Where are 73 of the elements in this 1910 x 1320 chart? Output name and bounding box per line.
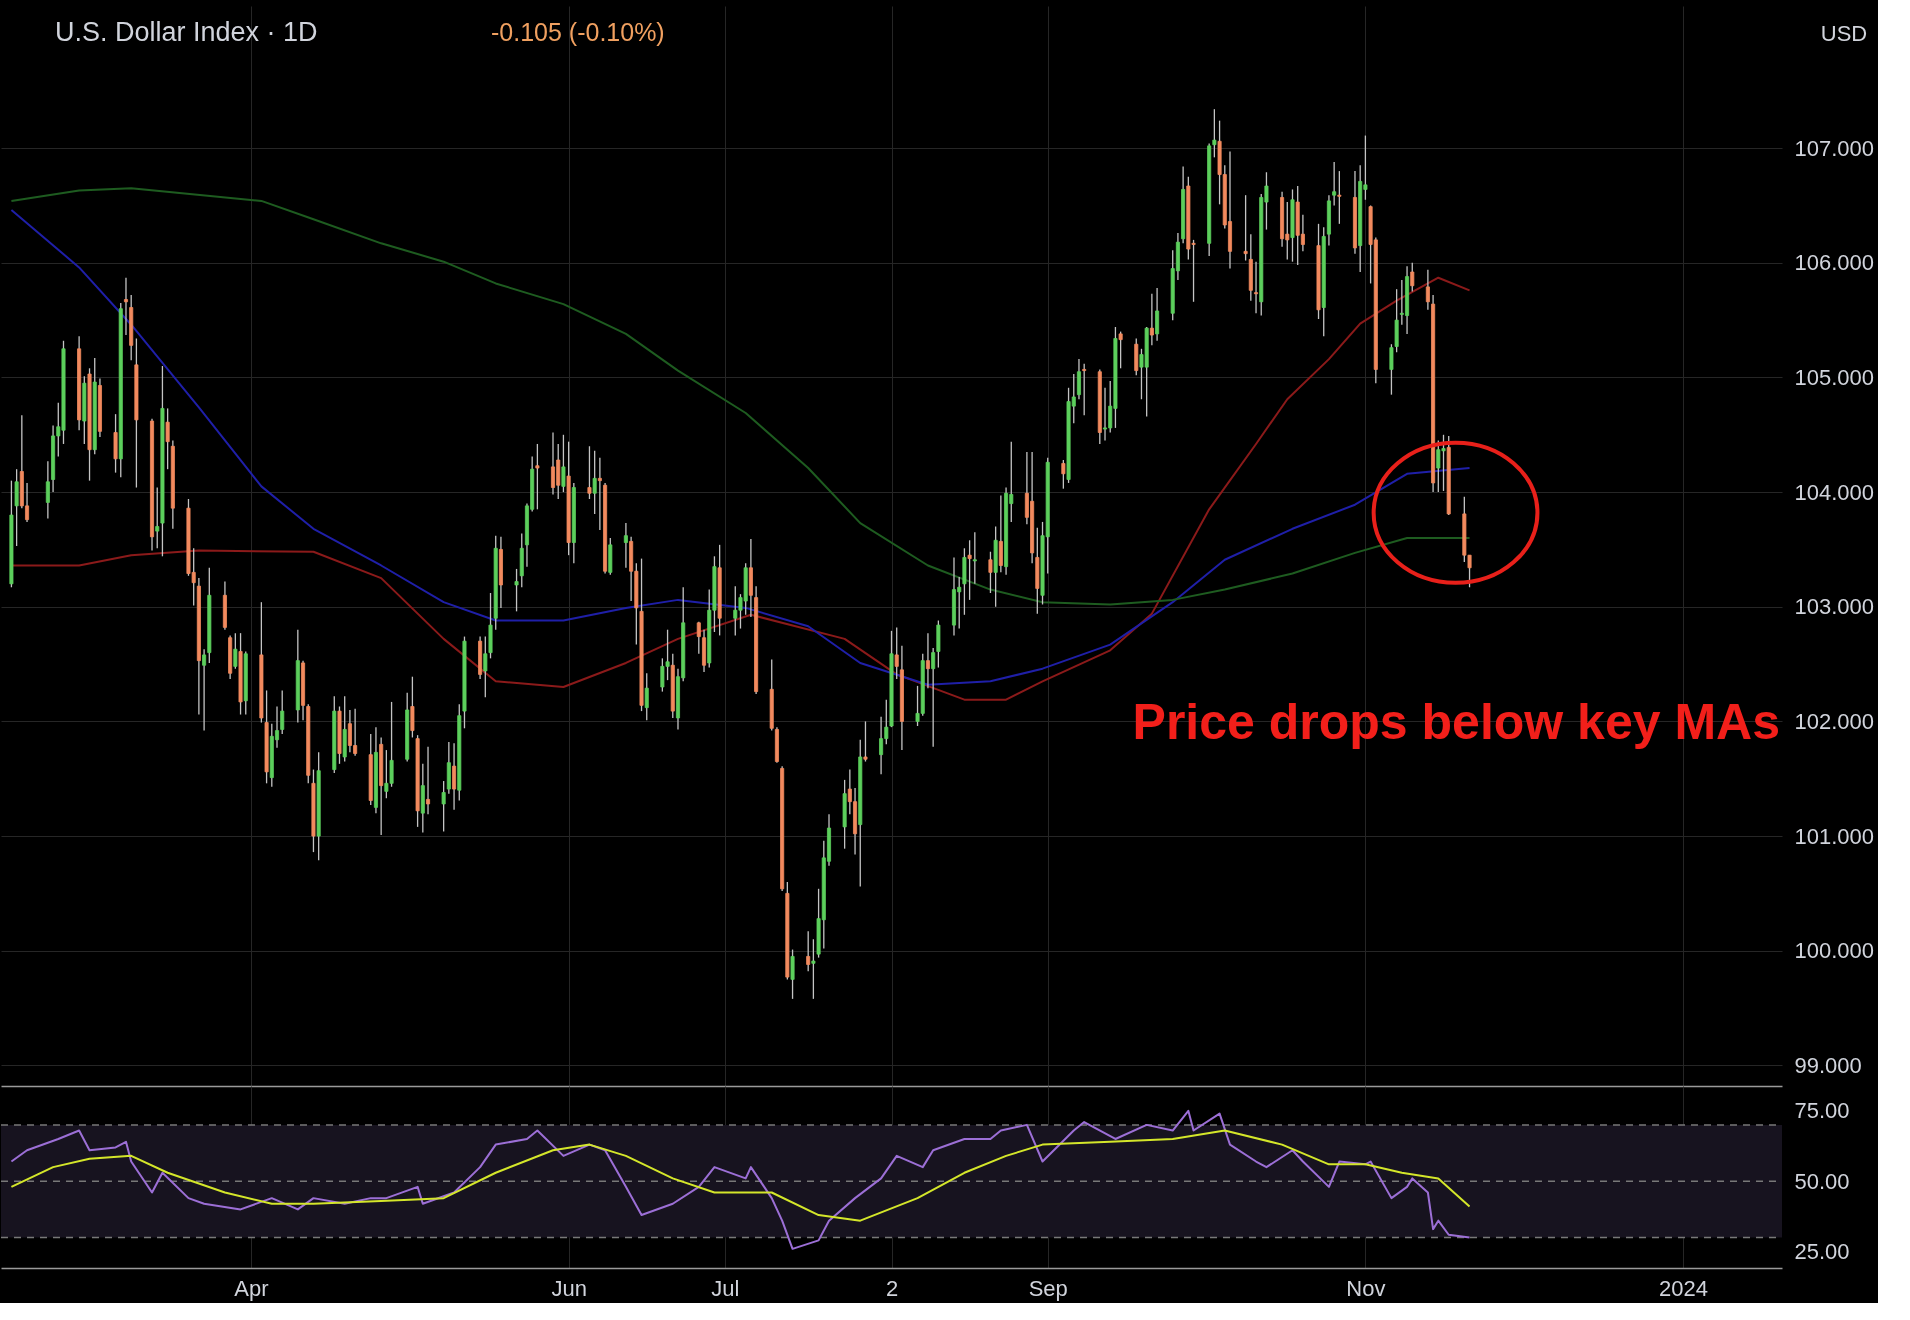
candlestick [967,539,972,601]
x-tick-label: Apr [234,1275,269,1301]
text: USD [1820,21,1868,46]
candlestick [155,486,160,549]
candlestick [972,531,977,585]
y-tick-label: 102.000 [1794,708,1875,734]
candlestick [1061,459,1066,490]
candlestick [1082,363,1087,416]
candlestick [592,450,597,515]
candlestick [931,647,936,748]
x-tick-label: Jun [551,1275,587,1301]
candlestick [894,626,899,680]
text: -0.105 (-0.10%) [491,18,665,46]
y-tick-label: 100.000 [1794,938,1875,964]
candlestick [165,407,170,470]
candlestick [280,689,285,735]
candlestick [1103,387,1108,442]
candlestick [806,930,811,972]
line-series [10,209,1471,686]
candlestick [535,443,540,510]
candlestick [1118,330,1123,369]
x-tick-label: Sep [1028,1275,1068,1301]
y-tick-label: 105.000 [1794,364,1875,390]
line-series [10,1109,1471,1250]
x-tick-label: Jul [711,1275,740,1301]
candlestick [233,632,238,670]
candlestick [696,621,701,655]
candlestick [123,277,128,336]
candlestick [202,648,207,732]
candlestick [1155,287,1160,342]
candlestick [1337,170,1342,225]
y-tick-label: 107.000 [1794,135,1875,161]
x-tick-label: 2024 [1659,1275,1709,1301]
candlestick [45,460,50,520]
annotation: Price drops below key MAs [1132,694,1780,751]
y-tick-label: 25.00 [1794,1239,1850,1265]
candlestick [811,938,816,1000]
x-tick-label: Nov [1346,1275,1386,1301]
candlestick [1410,262,1415,293]
candlestick [988,551,993,594]
candlestick [1332,161,1337,207]
y-tick-label: 106.000 [1794,250,1875,276]
candlestick [1149,293,1154,347]
x-tick-label: 2 [885,1275,899,1301]
line-series [10,1129,1471,1222]
candlestick [925,632,930,689]
candlestick [561,434,566,493]
candlestick [441,780,446,833]
candlestick [452,742,457,811]
candlestick [483,635,488,698]
candlestick [1243,194,1248,262]
candlestick [551,431,556,496]
candlestick [863,720,868,763]
candlestick [1212,108,1217,158]
candlestick [1254,261,1259,314]
y-tick-label: 103.000 [1794,594,1875,620]
y-tick-label: 99.000 [1794,1052,1862,1078]
candlestick [587,445,592,500]
candlestick [1076,358,1081,400]
y-tick-label: 75.00 [1794,1098,1850,1124]
line-series [10,187,1471,606]
candlestick [426,745,431,815]
candlestick [1389,343,1394,396]
candlestick [623,522,628,569]
y-tick-label: 50.00 [1794,1168,1850,1194]
candlestick [597,457,602,531]
candlestick [1425,269,1430,311]
candlestick [514,568,519,612]
y-tick-label: 104.000 [1794,479,1875,505]
y-tick-label: 101.000 [1794,823,1875,849]
chart-title: U.S. Dollar Index · 1D [55,17,318,47]
candlestick [790,948,795,1000]
candlestick [644,672,649,721]
